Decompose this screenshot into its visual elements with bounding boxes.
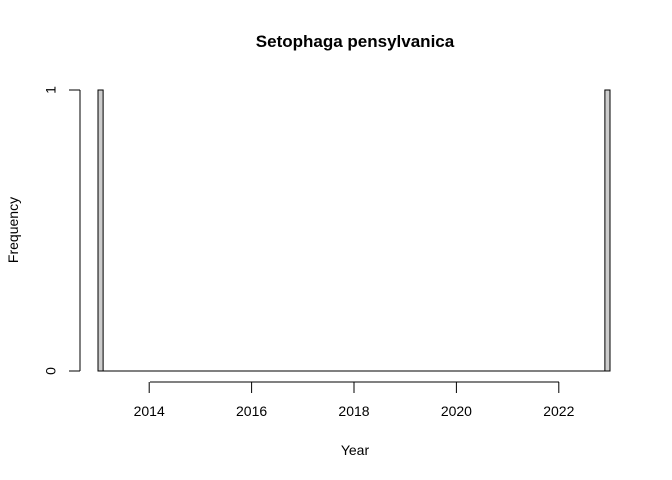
y-tick-label: 0	[43, 367, 59, 375]
x-axis: 2014 2016 2018 2020 2022	[134, 381, 575, 419]
x-tick-label: 2018	[338, 403, 369, 419]
x-axis-label: Year	[341, 442, 370, 458]
histogram-bar	[97, 89, 104, 372]
x-tick-label: 2020	[441, 403, 472, 419]
y-tick-label: 1	[43, 86, 59, 94]
chart-title: Setophaga pensylvanica	[256, 32, 455, 51]
y-axis: 01	[43, 86, 81, 375]
x-tick-label: 2022	[543, 403, 574, 419]
histogram-bar	[604, 89, 611, 372]
plot-area	[97, 89, 611, 372]
x-tick-label: 2014	[134, 403, 165, 419]
x-tick-label: 2016	[236, 403, 267, 419]
y-axis-label: Frequency	[5, 197, 21, 263]
